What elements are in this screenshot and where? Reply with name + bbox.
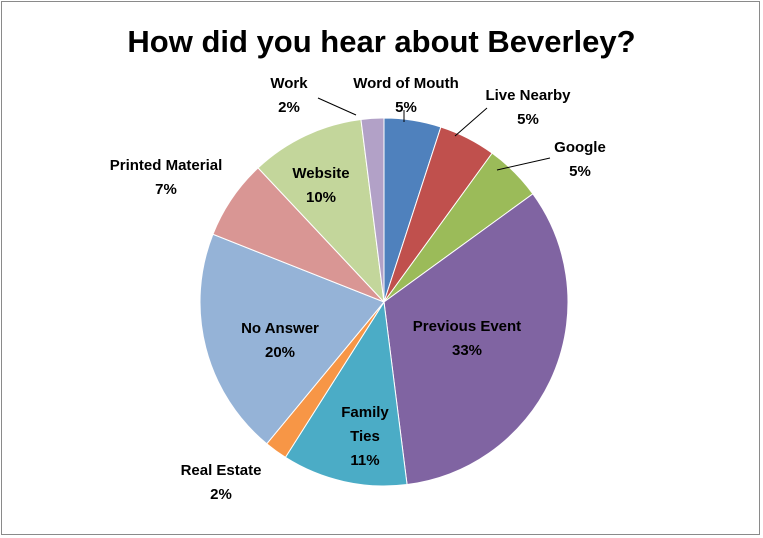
pie-slice-work — [360, 117, 385, 303]
leader-line-google — [496, 157, 551, 171]
pie-slice-family-ties — [284, 300, 408, 487]
data-label-work: Work 2% — [270, 75, 308, 116]
data-label-word-of-mouth: Word of Mouth 5% — [353, 75, 459, 116]
pie-slice-website — [257, 118, 385, 304]
data-label-google: Google 5% — [554, 139, 606, 180]
pie-slice-no-answer — [199, 233, 385, 445]
pie-slice-previous-event — [383, 193, 569, 486]
leader-line-live-nearby — [454, 107, 488, 137]
data-label-no-answer: No Answer 20% — [241, 320, 319, 361]
data-label-website: Website 10% — [292, 165, 349, 206]
chart-title: How did you hear about Beverley? — [127, 24, 636, 59]
leader-line-work — [317, 97, 357, 116]
data-label-real-estate: Real Estate 2% — [181, 462, 262, 503]
data-label-previous-event: Previous Event 33% — [413, 318, 521, 359]
data-label-live-nearby: Live Nearby 5% — [485, 87, 571, 128]
data-label-family-ties: Family Ties 11% — [341, 404, 389, 469]
data-label-printed-material: Printed Material 7% — [110, 157, 223, 198]
